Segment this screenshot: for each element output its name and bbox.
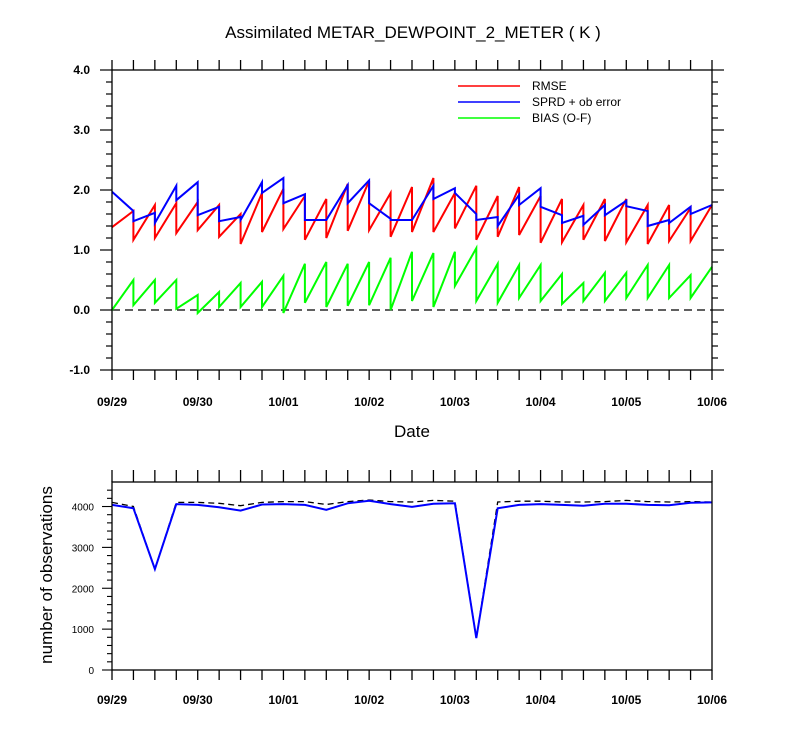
chart-title: Assimilated METAR_DEWPOINT_2_METER ( K ) — [225, 23, 601, 42]
top-x-tick-label: 10/01 — [268, 395, 298, 409]
legend-label: RMSE — [532, 79, 567, 93]
top-y-tick-label: -1.0 — [69, 363, 90, 377]
bottom-y-tick-label: 0 — [88, 666, 94, 677]
top-plot-frame — [111, 69, 713, 371]
bottom-x-tick-label: 10/01 — [268, 693, 298, 707]
top-y-tick-label: 2.0 — [73, 183, 90, 197]
bottom-x-tick-label: 10/06 — [697, 693, 727, 707]
bottom-y-tick-labels: 0 1000 2000 3000 4000 — [72, 503, 95, 677]
bottom-y-tick-label: 1000 — [72, 625, 95, 636]
bottom-x-tick-labels: 09/29 09/30 10/01 10/02 10/03 10/04 10/05 10/06 — [97, 693, 727, 707]
top-x-tick-label: 10/03 — [440, 395, 470, 409]
legend-label: BIAS (O-F) — [532, 111, 591, 125]
bottom-series-group — [111, 499, 713, 639]
bottom-x-tick-label: 10/02 — [354, 693, 384, 707]
top-series-group — [111, 176, 713, 316]
bottom-x-tick-label: 09/29 — [97, 693, 127, 707]
top-x-tick-label: 10/02 — [354, 395, 384, 409]
top-x-tick-label: 10/06 — [697, 395, 727, 409]
bottom-plot-frame — [111, 481, 713, 671]
top-chart: Assimilated METAR_DEWPOINT_2_METER ( K )… — [69, 23, 727, 441]
bottom-y-tick-label: 2000 — [72, 584, 95, 595]
assimilated-obs-line — [111, 499, 713, 639]
x-axis-label: Date — [394, 422, 430, 441]
sprd-ob-error-line — [111, 176, 713, 230]
bottom-y-tick-label: 4000 — [72, 503, 95, 514]
bottom-x-tick-label: 10/04 — [526, 693, 556, 707]
top-y-tick-label: 1.0 — [73, 243, 90, 257]
top-axes-ticks — [100, 60, 724, 380]
bottom-x-tick-label: 10/05 — [611, 693, 641, 707]
top-x-tick-labels: 09/29 09/30 10/01 10/02 10/03 10/04 10/05 10/06 — [97, 395, 727, 409]
y-axis-label: number of observations — [37, 486, 56, 664]
bottom-chart: 0 1000 2000 3000 4000 09/29 09/30 10/01 10/02 10… — [37, 470, 727, 707]
possible-obs-line — [111, 499, 713, 638]
top-x-tick-label: 10/04 — [526, 395, 556, 409]
top-y-tick-label: 4.0 — [73, 63, 90, 77]
top-y-tick-labels: -1.0 0.0 1.0 2.0 3.0 4.0 — [69, 63, 90, 377]
rmse-line — [111, 177, 713, 246]
top-y-tick-label: 3.0 — [73, 123, 90, 137]
top-x-tick-label: 09/30 — [183, 395, 213, 409]
legend: RMSE SPRD + ob error BIAS (O-F) — [458, 79, 621, 125]
top-x-tick-label: 10/05 — [611, 395, 641, 409]
bottom-x-tick-label: 09/30 — [183, 693, 213, 707]
legend-label: SPRD + ob error — [532, 95, 621, 109]
top-y-tick-label: 0.0 — [73, 303, 90, 317]
bottom-y-tick-label: 3000 — [72, 543, 95, 554]
bottom-axes-ticks — [102, 470, 713, 680]
top-x-tick-label: 09/29 — [97, 395, 127, 409]
bottom-x-tick-label: 10/03 — [440, 693, 470, 707]
bias-line — [111, 244, 713, 316]
